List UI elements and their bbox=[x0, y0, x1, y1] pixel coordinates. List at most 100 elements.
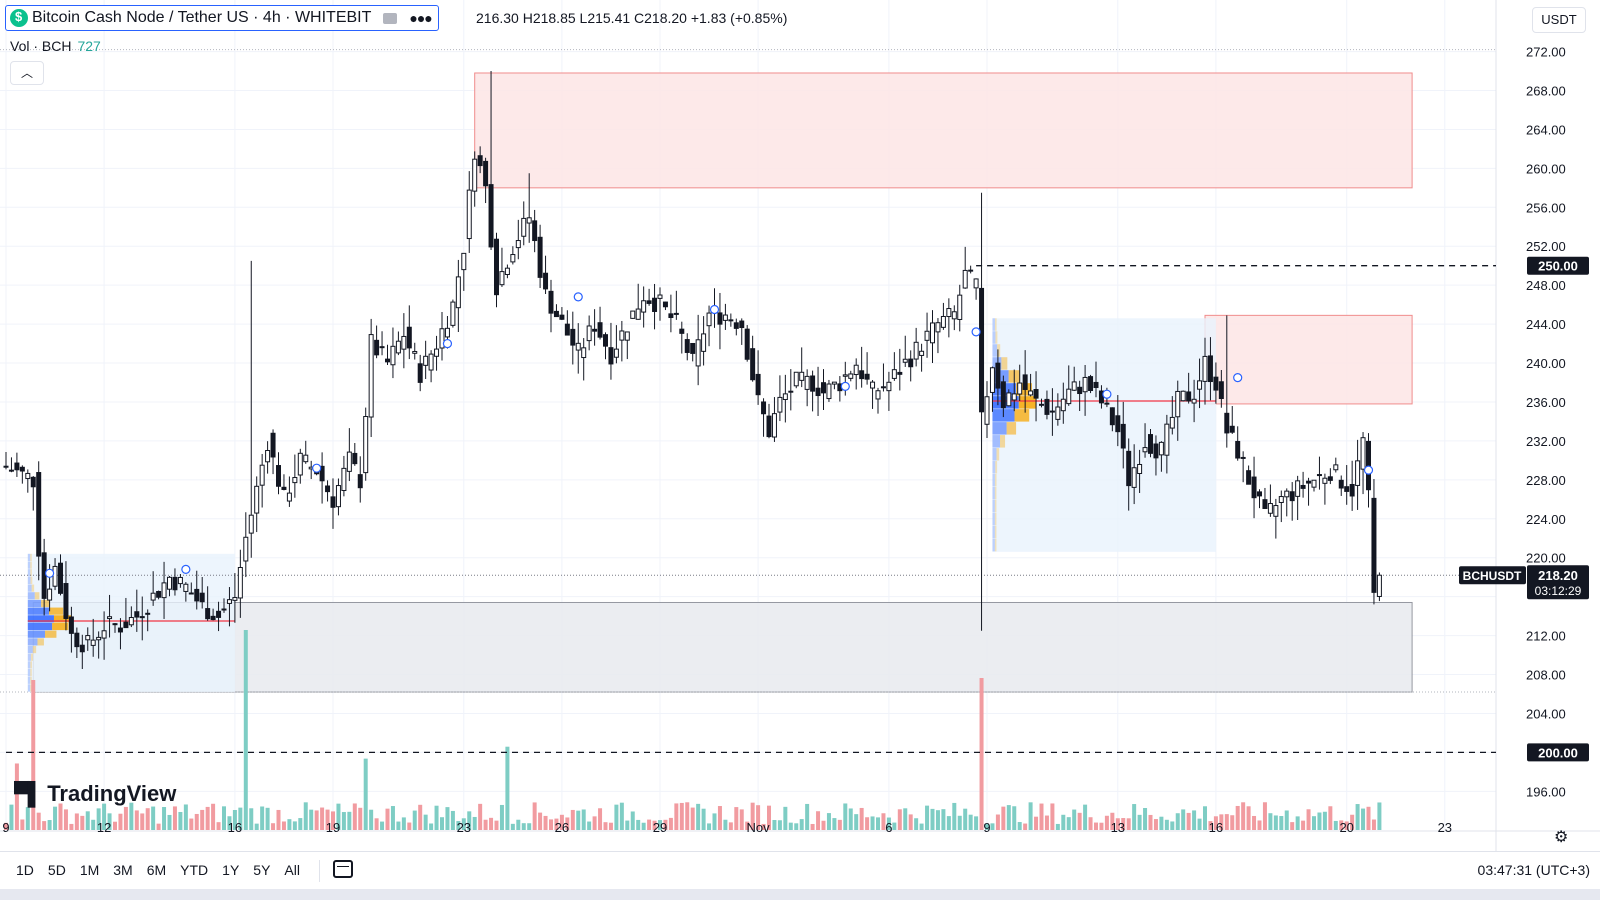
candle-body bbox=[1360, 437, 1366, 470]
volume-bar bbox=[1317, 812, 1322, 830]
volume-bar bbox=[172, 806, 177, 830]
range-button-1d[interactable]: 1D bbox=[16, 862, 34, 878]
volume-legend[interactable]: Vol · BCH 727 bbox=[10, 38, 101, 54]
volume-bar bbox=[385, 808, 390, 830]
event-marker-icon[interactable] bbox=[709, 304, 720, 315]
volume-bar bbox=[658, 820, 662, 830]
volume-bar bbox=[821, 820, 826, 830]
volume-bar bbox=[162, 807, 167, 830]
volume-bar bbox=[876, 817, 880, 830]
candle-body bbox=[641, 300, 647, 313]
more-dots-icon[interactable]: ●●● bbox=[409, 10, 432, 26]
range-button-5d[interactable]: 5D bbox=[47, 862, 66, 878]
candle-body bbox=[1235, 440, 1241, 459]
volume-bar bbox=[619, 802, 624, 830]
candle bbox=[472, 151, 478, 207]
volume-bar bbox=[336, 803, 341, 830]
range-button-5y[interactable]: 5Y bbox=[253, 862, 271, 878]
volume-bar bbox=[1203, 806, 1207, 830]
candle-body bbox=[1033, 389, 1039, 399]
candle-body bbox=[1049, 410, 1055, 413]
range-button-1y[interactable]: 1Y bbox=[222, 862, 240, 878]
candle bbox=[799, 347, 805, 388]
candle-body bbox=[1371, 497, 1377, 593]
candle bbox=[924, 312, 930, 358]
candle bbox=[761, 398, 767, 437]
symbol-tag-bg bbox=[1459, 566, 1526, 585]
symbol-legend[interactable]: Bitcoin Cash Node / Tether US · 4h · WHI… bbox=[5, 5, 439, 31]
settings-gear-icon[interactable]: ⚙ bbox=[1554, 829, 1569, 846]
event-marker-icon[interactable] bbox=[312, 463, 322, 473]
volume-bar bbox=[663, 819, 668, 830]
candle bbox=[3, 452, 9, 470]
volume-bar bbox=[1072, 809, 1077, 830]
currency-selector[interactable]: USDT bbox=[1532, 7, 1586, 33]
candle-body bbox=[79, 644, 85, 653]
volume-bar bbox=[53, 806, 58, 830]
range-button-ytd[interactable]: YTD bbox=[180, 862, 209, 878]
volume-bar bbox=[935, 810, 940, 830]
candle bbox=[739, 318, 745, 345]
candle bbox=[363, 407, 369, 481]
volume-bar bbox=[603, 822, 608, 830]
clock-readout[interactable]: 03:47:31 (UTC+3) bbox=[1477, 862, 1590, 878]
volume-bar bbox=[1099, 822, 1104, 830]
range-button-6m[interactable]: 6M bbox=[146, 862, 167, 878]
candle bbox=[36, 461, 42, 581]
candle-body bbox=[924, 330, 930, 341]
candle bbox=[733, 318, 739, 336]
candle-body bbox=[504, 267, 510, 275]
price-axis[interactable]: 196.00 204.00 208.00 212.00 220.00 224.00 228.… bbox=[1526, 45, 1566, 800]
calendar-icon[interactable] bbox=[333, 860, 353, 878]
price-tick-label: 212.00 bbox=[1526, 629, 1566, 644]
candle bbox=[210, 608, 216, 621]
profile-row-sell bbox=[30, 669, 32, 677]
zone-layer bbox=[0, 72, 1496, 693]
candle bbox=[908, 350, 914, 382]
candle-body bbox=[1109, 407, 1115, 426]
event-marker-icon[interactable] bbox=[1363, 465, 1374, 475]
candle-body bbox=[815, 387, 821, 397]
candle-body bbox=[744, 328, 750, 360]
range-button-3m[interactable]: 3M bbox=[113, 862, 133, 878]
eye-icon[interactable] bbox=[383, 12, 398, 24]
event-marker-icon[interactable] bbox=[1233, 373, 1243, 383]
candle bbox=[243, 512, 249, 578]
event-marker-icon[interactable] bbox=[1102, 389, 1112, 399]
candle-series[interactable] bbox=[3, 71, 1382, 669]
volume-bar bbox=[440, 817, 444, 830]
price-tick-label: 204.00 bbox=[1526, 706, 1566, 721]
event-marker-icon[interactable] bbox=[442, 338, 453, 349]
candle-body bbox=[417, 363, 423, 383]
collapse-legend-button[interactable]: ︿ bbox=[10, 61, 44, 85]
candle-body bbox=[919, 350, 925, 356]
volume-bar bbox=[881, 813, 886, 830]
volume-profile-area-1 bbox=[992, 318, 1216, 552]
candle bbox=[1295, 475, 1301, 521]
candle bbox=[1251, 456, 1257, 519]
time-axis[interactable]: 9 12 16 19 23 26 29 Nov 6 9 13 16 20 23 bbox=[2, 820, 1452, 835]
candle-body bbox=[1355, 460, 1361, 486]
profile-row-buy bbox=[27, 599, 42, 608]
candle-body bbox=[3, 465, 9, 468]
range-button-all[interactable]: All bbox=[284, 862, 300, 878]
candle-body bbox=[270, 432, 276, 458]
event-marker-icon[interactable] bbox=[971, 327, 981, 337]
event-marker-icon[interactable] bbox=[840, 381, 850, 392]
time-tick-label: 20 bbox=[1339, 820, 1353, 835]
price-chart[interactable]: 196.00 204.00 208.00 212.00 220.00 224.00 228.… bbox=[0, 0, 1600, 851]
volume-bar bbox=[641, 822, 646, 830]
profile-row-sell bbox=[995, 461, 998, 474]
event-marker-icon[interactable] bbox=[44, 568, 55, 578]
candle-body bbox=[85, 635, 91, 641]
event-marker-icon[interactable] bbox=[181, 564, 191, 574]
range-button-1m[interactable]: 1M bbox=[79, 862, 100, 878]
volume-bar bbox=[429, 823, 434, 830]
volume-bar bbox=[761, 823, 766, 830]
candle-body bbox=[41, 552, 47, 599]
candle-body bbox=[973, 278, 979, 289]
volume-bar bbox=[271, 823, 276, 830]
event-marker-icon[interactable] bbox=[573, 292, 583, 302]
profile-row-sell bbox=[53, 615, 72, 623]
